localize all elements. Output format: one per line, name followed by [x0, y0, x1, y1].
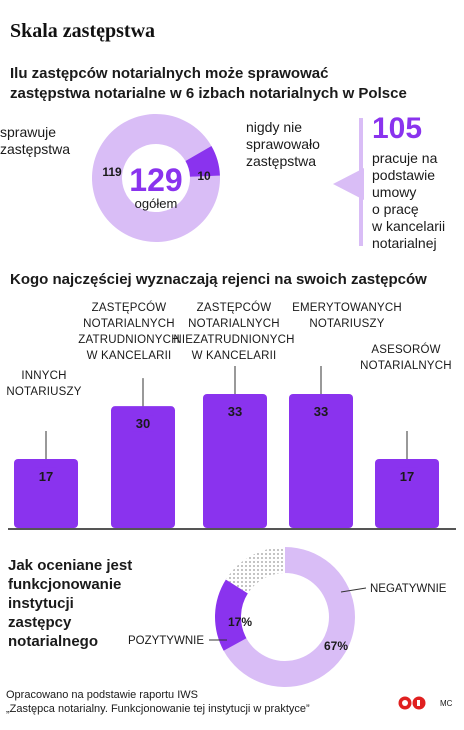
bar-label-line: W KANCELARII	[86, 350, 172, 362]
bar-value-label: 17	[39, 469, 53, 484]
author-initials: MC	[440, 699, 453, 708]
source-line1: Opracowano na podstawie raportu IWS	[6, 689, 198, 701]
donut1-left-label-line2: zastępstwa	[0, 141, 71, 157]
donut1	[92, 114, 221, 242]
arrow-triangle-icon	[333, 168, 364, 200]
side-text-line: w kancelarii	[372, 218, 446, 234]
bar-value-bg	[310, 403, 332, 419]
bar-label-line: W KANCELARII	[191, 350, 277, 362]
bar-label-line: EMERYTOWANYCH	[292, 302, 402, 314]
bar-label-line: INNYCH	[21, 370, 67, 382]
side-text-line: umowy	[372, 184, 417, 200]
side-text-line: o pracę	[372, 201, 419, 217]
bar-label-line: NOTARIALNYCH	[83, 318, 175, 330]
section1-title: Ilu zastępców notarialnych może sprawowa…	[10, 64, 460, 104]
side-text: pracuje na podstawie umowy o pracę w kan…	[372, 150, 462, 252]
bar-value-label: 30	[136, 416, 150, 431]
side-text-line: pracuje na	[372, 150, 438, 166]
bar-label-line: NOTARIUSZY	[309, 318, 385, 330]
bar-label-niezatrudnionych: ZASTĘPCÓW NOTARIALNYCH NIEZATRUDNIONYCH …	[168, 300, 300, 364]
donut1-left-label-line1: sprawuje	[0, 124, 57, 140]
section1-donut-chart: 119 10 129 ogółem	[92, 114, 364, 246]
negatywnie-leader-line	[340, 587, 367, 593]
bar-label-line: NOTARIUSZY	[6, 386, 82, 398]
bar-label-line: ASESORÓW	[371, 344, 441, 356]
section3-title-line: Jak oceniane jest	[8, 557, 133, 574]
source-note: Opracowano na podstawie raportu IWS „Zas…	[6, 688, 310, 716]
bar-label-line: ZASTĘPCÓW	[91, 302, 167, 314]
side-text-line: podstawie	[372, 167, 436, 183]
section1-title-line1: Ilu zastępców notarialnych może sprawowa…	[10, 65, 329, 82]
bars: 17 30 33 33 17	[14, 366, 439, 528]
bar-chart: 17 30 33 33 17	[8, 366, 456, 530]
donut1-value-nigdy: 10	[197, 169, 211, 183]
side-text-line: notarialnej	[372, 235, 437, 251]
donut1-left-label: sprawuje zastępstwa	[0, 124, 70, 158]
source-line2: „Zastępca notarialny. Funkcjonowanie tej…	[6, 703, 310, 715]
bar	[289, 394, 353, 528]
bar-value-bg	[35, 467, 57, 484]
bar-baseline	[8, 528, 456, 530]
bar-value-bg	[396, 467, 418, 484]
pozytywnie-label: POZYTYWNIE	[128, 635, 204, 647]
publisher-logo	[398, 696, 426, 710]
donut1-right-label-line1: nigdy nie	[246, 119, 303, 135]
negatywnie-label: NEGATYWNIE	[370, 583, 447, 595]
section3-title-line: zastępcy	[8, 614, 72, 631]
bar-value-bg	[224, 403, 246, 419]
section2-title: Kogo najczęściej wyznaczają rejenci na s…	[10, 271, 427, 288]
bar-label-asesorow: ASESORÓW NOTARIALNYCH	[352, 342, 460, 374]
bar-label-zatrudnionych: ZASTĘPCÓW NOTARIALNYCH ZATRUDNIONYCH W K…	[70, 300, 188, 364]
bar-label-line: NOTARIALNYCH	[188, 318, 280, 330]
bar-label-line: NOTARIALNYCH	[360, 360, 452, 372]
side-value: 105	[372, 112, 423, 145]
bar-value-label: 33	[314, 404, 328, 419]
bar-label-innych: INNYCH NOTARIUSZY	[4, 368, 84, 400]
donut2	[214, 547, 355, 687]
bar-label-emerytowanych: EMERYTOWANYCH NOTARIUSZY	[292, 300, 402, 332]
section3-donut-chart: NEGATYWNIE POZYTYWNIE 67% 17%	[128, 547, 447, 687]
donut1-right-label: nigdy nie sprawowało zastępstwa	[246, 119, 320, 170]
section3-title: Jak oceniane jest funkcjonowanie instytu…	[8, 556, 148, 651]
donut1-right-label-line3: zastępstwa	[246, 153, 317, 169]
donut2-value-pozytywnie: 17%	[228, 615, 252, 629]
donut2-slice-negatywnie	[223, 547, 355, 687]
bar-value-label: 33	[228, 404, 242, 419]
bar-label-line: ZASTĘPCÓW	[196, 302, 272, 314]
donut1-total-value: 129	[129, 162, 182, 198]
donut1-value-sprawuje: 119	[102, 165, 122, 179]
donut1-total-label: ogółem	[135, 196, 178, 211]
donut2-value-negatywnie: 67%	[324, 639, 348, 653]
donut2-slice-pozytywnie	[214, 579, 248, 651]
section1-title-line2: zastępstwa notarialne w 6 izbach notaria…	[10, 85, 407, 102]
donut1-slice-sprawuje	[92, 114, 221, 242]
section3-title-line: funkcjonowanie	[8, 576, 122, 593]
donut1-right-label-line2: sprawowało	[246, 136, 320, 152]
side-divider	[359, 118, 363, 246]
donut2-slice-other	[225, 547, 285, 594]
bar-value-label: 17	[400, 469, 414, 484]
bar	[203, 394, 267, 528]
bar-label-line: NIEZATRUDNIONYCH	[173, 334, 295, 346]
bar	[111, 406, 175, 528]
donut1-slice-nigdy	[185, 146, 220, 177]
bar-label-line: ZATRUDNIONYCH	[78, 334, 180, 346]
bar-value-bg	[132, 415, 154, 432]
bar	[14, 458, 78, 528]
bar	[375, 458, 439, 528]
section3-title-line: notarialnego	[8, 633, 99, 650]
section3-title-line: instytucji	[8, 595, 74, 612]
page-title: Skala zastępstwa	[10, 20, 156, 42]
